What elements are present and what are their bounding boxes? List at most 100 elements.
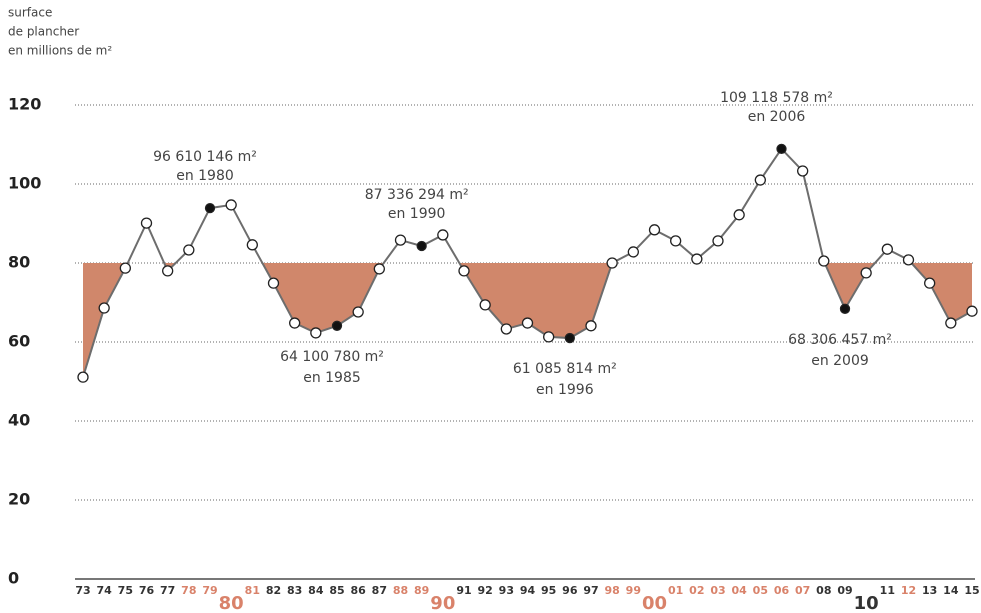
x-tick-label: 75 [118, 584, 133, 597]
annotation: en 1996 [536, 382, 594, 398]
marker [331, 320, 343, 331]
y-axis-label: surface [8, 6, 52, 20]
x-tick-label: 09 [837, 584, 852, 597]
marker [818, 255, 830, 267]
x-tick-label: 13 [922, 584, 937, 597]
y-tick-label: 20 [8, 490, 30, 509]
marker [352, 306, 364, 318]
marker [479, 299, 491, 311]
x-tick-label: 15 [964, 584, 979, 597]
annotation: 96 610 146 m² [153, 149, 257, 165]
x-tick-label: 98 [605, 584, 620, 597]
x-decade-label: 10 [854, 593, 879, 613]
marker [289, 317, 301, 329]
marker [670, 235, 682, 247]
marker [521, 317, 534, 329]
marker [204, 202, 216, 214]
marker [797, 165, 809, 177]
marker [183, 244, 195, 256]
x-tick-label: 11 [880, 584, 895, 597]
marker [416, 240, 427, 252]
marker [860, 267, 872, 279]
x-tick-label: 92 [478, 584, 493, 597]
marker [648, 224, 661, 236]
y-tick-label: 120 [8, 95, 41, 114]
x-tick-label: 74 [97, 584, 113, 597]
x-tick-label: 81 [245, 584, 260, 597]
x-tick-label: 73 [75, 584, 90, 597]
marker [225, 199, 237, 211]
marker [945, 317, 957, 329]
annotation: en 2009 [811, 353, 869, 369]
marker [754, 174, 766, 186]
x-tick-label: 82 [266, 584, 281, 597]
x-tick-label: 77 [160, 584, 175, 597]
marker [691, 253, 703, 265]
x-tick-label: 85 [329, 584, 344, 597]
annotation: 87 336 294 m² [365, 187, 469, 203]
marker [881, 243, 893, 255]
annotation: en 1985 [303, 370, 361, 386]
x-tick-label: 14 [943, 584, 959, 597]
x-tick-label: 89 [414, 584, 429, 597]
annotation: en 2006 [748, 109, 806, 125]
x-decade-label: 00 [642, 593, 667, 613]
x-tick-label: 06 [774, 584, 790, 597]
y-tick-label: 80 [8, 253, 30, 272]
marker [98, 302, 110, 314]
annotation: 68 306 457 m² [788, 332, 892, 348]
x-tick-label: 04 [732, 584, 748, 597]
x-tick-label: 12 [901, 584, 916, 597]
marker [267, 277, 280, 289]
x-tick-label: 95 [541, 584, 556, 597]
marker [77, 371, 89, 383]
x-tick-label: 01 [668, 584, 683, 597]
marker [966, 305, 978, 317]
annotation: en 1980 [176, 168, 234, 184]
x-tick-label: 07 [795, 584, 810, 597]
marker [924, 277, 936, 289]
x-tick-label: 78 [181, 584, 196, 597]
marker [627, 246, 639, 258]
y-tick-label: 40 [8, 411, 30, 430]
y-axis-label: de plancher [8, 25, 79, 39]
x-tick-label: 99 [626, 584, 641, 597]
y-axis-label: en millions de m² [8, 44, 112, 58]
x-tick-label: 84 [308, 584, 324, 597]
marker [902, 254, 915, 266]
x-tick-label: 87 [372, 584, 387, 597]
marker [712, 235, 724, 247]
x-tick-label: 83 [287, 584, 302, 597]
marker [606, 257, 618, 269]
x-tick-label: 76 [139, 584, 155, 597]
x-decade-label: 90 [430, 593, 455, 613]
marker [437, 229, 449, 241]
marker [140, 217, 153, 229]
x-tick-label: 94 [520, 584, 536, 597]
marker [373, 263, 385, 275]
annotation: 61 085 814 m² [513, 361, 617, 377]
marker [458, 265, 470, 277]
x-tick-label: 91 [456, 584, 471, 597]
annotation: 64 100 780 m² [280, 349, 384, 365]
y-tick-label: 0 [8, 569, 19, 588]
x-tick-label: 03 [710, 584, 725, 597]
marker [500, 323, 512, 335]
marker [310, 327, 322, 339]
annotation: 109 118 578 m² [720, 90, 833, 106]
marker [564, 332, 575, 344]
x-tick-label: 86 [351, 584, 367, 597]
y-tick-label: 60 [8, 332, 30, 351]
x-tick-label: 02 [689, 584, 704, 597]
x-tick-label: 96 [562, 584, 578, 597]
marker [543, 331, 555, 343]
x-tick-label: 79 [202, 584, 217, 597]
marker [776, 143, 787, 154]
x-tick-label: 93 [499, 584, 514, 597]
marker [162, 265, 174, 277]
x-tick-label: 05 [753, 584, 768, 597]
marker [394, 234, 407, 246]
marker [839, 303, 851, 314]
y-tick-label: 100 [8, 174, 41, 193]
